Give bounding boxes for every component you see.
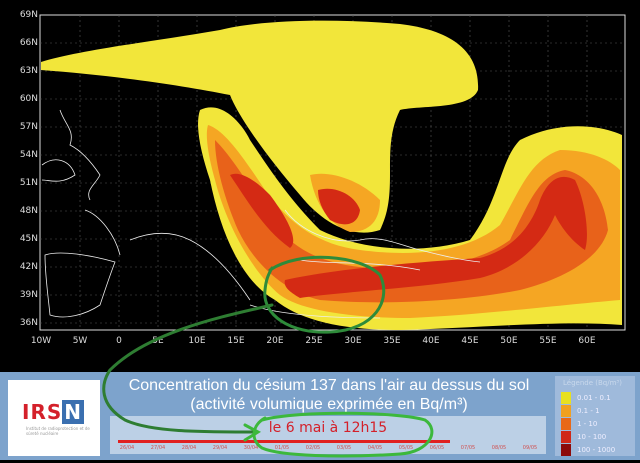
lon-label: 35E bbox=[383, 336, 401, 346]
lon-label: 50E bbox=[500, 336, 518, 346]
legend-label: 1 - 10 bbox=[577, 420, 598, 428]
lat-label: 39N bbox=[19, 290, 38, 300]
title-line-2: (activité volumique exprimée en Bq/m³) bbox=[190, 396, 468, 413]
lat-label: 42N bbox=[19, 262, 38, 272]
timeline-tick[interactable]: 30/04 bbox=[243, 445, 259, 451]
timeline-tick[interactable]: 02/05 bbox=[305, 445, 321, 451]
lat-label: 57N bbox=[19, 122, 38, 132]
lat-label: 45N bbox=[19, 234, 38, 244]
lon-label: 20E bbox=[266, 336, 284, 346]
timeline-tick[interactable]: 05/05 bbox=[398, 445, 414, 451]
lon-label: 25E bbox=[305, 336, 323, 346]
legend-swatch bbox=[561, 405, 571, 417]
legend-swatch bbox=[561, 444, 571, 456]
logo-text-n: N bbox=[62, 400, 84, 424]
lon-label: 30E bbox=[344, 336, 362, 346]
logo-subtitle: Institut de radioprotection et de sûreté… bbox=[26, 426, 90, 436]
lon-label: 15E bbox=[227, 336, 245, 346]
timeline-tick[interactable]: 09/05 bbox=[522, 445, 538, 451]
legend-item: 0.1 - 1 bbox=[561, 405, 600, 417]
legend-item: 0.01 - 0.1 bbox=[561, 392, 611, 404]
legend-label: 100 - 1000 bbox=[577, 446, 616, 454]
legend-swatch bbox=[561, 392, 571, 404]
timeline-tick[interactable]: 06/05 bbox=[429, 445, 445, 451]
legend-swatch bbox=[561, 431, 571, 443]
current-date: le 6 mai à 12h15 bbox=[268, 420, 388, 436]
lon-label: 55E bbox=[539, 336, 557, 346]
lon-label: 60E bbox=[578, 336, 596, 346]
timeline-tick[interactable]: 29/04 bbox=[212, 445, 228, 451]
lat-label: 69N bbox=[19, 10, 38, 20]
lon-label: 0 bbox=[116, 336, 122, 346]
irsn-logo: IRS N Institut de radioprotection et de s… bbox=[8, 380, 100, 456]
lon-label: 5W bbox=[72, 336, 88, 346]
timeline-tick[interactable]: 26/04 bbox=[119, 445, 135, 451]
legend: Légende (Bq/m³) 0.01 - 0.1 0.1 - 1 1 - 10 1… bbox=[555, 376, 635, 456]
lat-label: 63N bbox=[19, 66, 38, 76]
legend-label: 0.1 - 1 bbox=[577, 407, 600, 415]
lat-label: 36N bbox=[19, 318, 38, 328]
timeline-tick[interactable]: 08/05 bbox=[491, 445, 507, 451]
lat-label: 60N bbox=[19, 94, 38, 104]
lon-label: 45E bbox=[461, 336, 479, 346]
timeline-progress-bar[interactable] bbox=[118, 440, 450, 443]
lon-label: 10E bbox=[188, 336, 206, 346]
title-line-1: Concentration du césium 137 dans l'air a… bbox=[128, 377, 530, 394]
lon-label: 10W bbox=[30, 336, 52, 346]
legend-label: 10 - 100 bbox=[577, 433, 607, 441]
timeline-tick[interactable]: 04/05 bbox=[367, 445, 383, 451]
legend-item: 100 - 1000 bbox=[561, 444, 615, 456]
legend-item: 1 - 10 bbox=[561, 418, 597, 430]
timeline[interactable]: le 6 mai à 12h15 26/04 27/04 28/04 29/04 30/… bbox=[110, 416, 546, 454]
timeline-tick[interactable]: 01/05 bbox=[274, 445, 290, 451]
lon-label: 5E bbox=[152, 336, 164, 346]
legend-title: Légende (Bq/m³) bbox=[563, 379, 622, 387]
timeline-tick[interactable]: 28/04 bbox=[181, 445, 197, 451]
lon-label: 40E bbox=[422, 336, 440, 346]
info-panel: IRS N Institut de radioprotection et de s… bbox=[0, 372, 640, 460]
lat-label: 51N bbox=[19, 178, 38, 188]
lat-label: 66N bbox=[19, 38, 38, 48]
legend-label: 0.01 - 0.1 bbox=[577, 394, 611, 402]
timeline-tick[interactable]: 03/05 bbox=[336, 445, 352, 451]
legend-swatch bbox=[561, 418, 571, 430]
timeline-tick[interactable]: 07/05 bbox=[460, 445, 476, 451]
lat-label: 54N bbox=[19, 150, 38, 160]
logo-text: IRS bbox=[22, 400, 63, 424]
timeline-tick[interactable]: 27/04 bbox=[150, 445, 166, 451]
cesium-dispersion-map bbox=[39, 14, 626, 331]
lat-label: 48N bbox=[19, 206, 38, 216]
legend-item: 10 - 100 bbox=[561, 431, 606, 443]
